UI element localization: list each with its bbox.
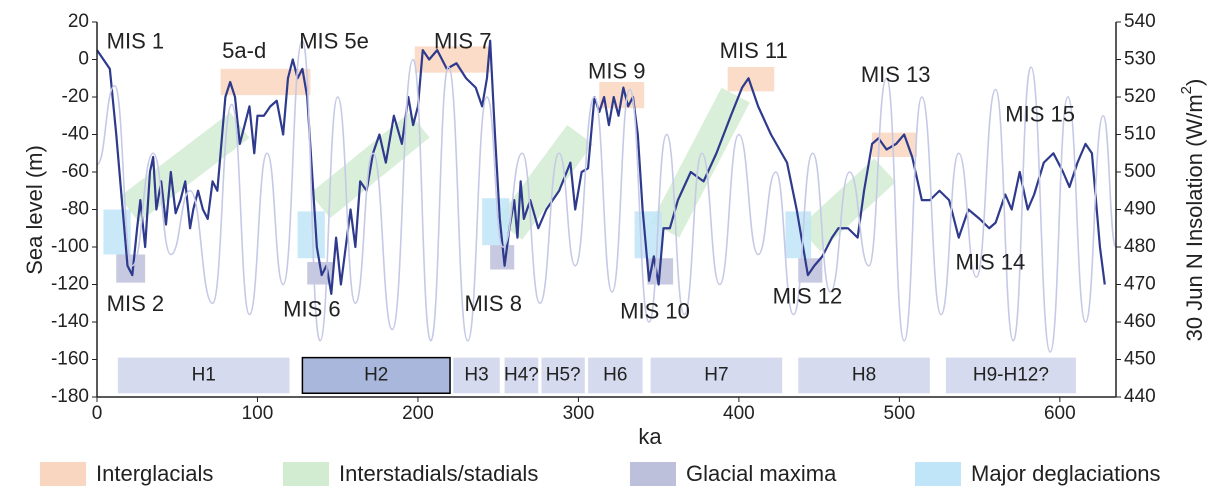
legend-swatch [915, 462, 961, 486]
legend-swatch [630, 462, 676, 486]
region-box [297, 211, 325, 259]
region-band [119, 112, 250, 223]
annotation: MIS 10 [620, 298, 690, 323]
x-tick-label: 600 [1044, 403, 1076, 424]
legend-label: Interglacials [96, 461, 213, 486]
annotation: MIS 6 [283, 297, 340, 322]
annotation: MIS 2 [107, 291, 164, 316]
annotation: MIS 15 [1005, 102, 1075, 127]
period-bar [588, 357, 643, 394]
y2-tick-label: 450 [1124, 349, 1156, 370]
x-tick-label: 300 [563, 403, 595, 424]
y-tick-label: -60 [62, 161, 89, 182]
y-axis-label: Sea level (m) [22, 145, 47, 275]
period-bar [798, 357, 930, 394]
region-box [482, 198, 510, 246]
annotation: MIS 5e [299, 28, 369, 53]
y2-tick-label: 470 [1124, 274, 1156, 295]
period-bar [650, 357, 783, 394]
y-tick-label: 0 [78, 49, 89, 70]
y2-tick-label: 460 [1124, 311, 1156, 332]
period-label: H8 [852, 364, 876, 385]
period-label: H6 [603, 364, 627, 385]
period-label: H2 [364, 364, 388, 385]
y-tick-label: -20 [62, 86, 89, 107]
x-tick-label: 200 [402, 403, 434, 424]
x-tick-label: 400 [723, 403, 755, 424]
legend-label: Major deglaciations [971, 461, 1161, 486]
y-tick-label: -40 [62, 124, 89, 145]
annotation: MIS 13 [861, 62, 931, 87]
annotation: MIS 1 [107, 28, 164, 53]
region-band [798, 158, 896, 252]
period-label: H5? [546, 364, 581, 385]
region-band [496, 124, 593, 240]
y2-tick-label: 510 [1124, 124, 1156, 145]
period-bar [541, 357, 585, 394]
y2-tick-label: 440 [1124, 386, 1156, 407]
y-tick-label: 20 [68, 11, 89, 32]
series-line [96, 39, 1117, 353]
x-axis-label: ka [638, 424, 662, 449]
y2-label-end: ) [1182, 79, 1207, 86]
period-bar [453, 357, 500, 394]
legend-label: Interstadials/stadials [339, 461, 538, 486]
annotation: MIS 9 [588, 58, 645, 83]
x-tick-label: 500 [884, 403, 916, 424]
y2-tick-label: 520 [1124, 86, 1156, 107]
y2-tick-label: 500 [1124, 161, 1156, 182]
annotation: 5a-d [222, 38, 266, 63]
legend-label: Glacial maxima [686, 461, 837, 486]
period-bar [945, 357, 1076, 394]
annotation: MIS 12 [773, 283, 843, 308]
y2-tick-label: 530 [1124, 49, 1156, 70]
y2-axis-label: 30 Jun N Insolation (W/m2) [1178, 79, 1207, 342]
annotation: MIS 7 [434, 28, 491, 53]
legend-swatch [40, 462, 86, 486]
y2-tick-label: 480 [1124, 236, 1156, 257]
region-band [650, 87, 750, 238]
period-label: H7 [704, 364, 728, 385]
x-tick-label: 0 [92, 403, 103, 424]
y-tick-label: -80 [62, 199, 89, 220]
region-box [414, 46, 491, 73]
y2-tick-label: 490 [1124, 199, 1156, 220]
y-tick-label: -140 [51, 311, 89, 332]
period-bar [504, 357, 539, 394]
y-tick-label: -160 [51, 349, 89, 370]
y2-label-sup: 2 [1178, 86, 1195, 94]
y2-tick-label: 540 [1124, 11, 1156, 32]
legend-swatch [283, 462, 329, 486]
annotation: MIS 11 [720, 38, 788, 63]
y2-label-text: 30 Jun N Insolation (W/m [1182, 94, 1207, 341]
period-label: H9-H12? [973, 364, 1049, 385]
annotation: MIS 8 [464, 291, 521, 316]
y-tick-label: -100 [51, 236, 89, 257]
annotation: MIS 14 [956, 250, 1026, 275]
period-bar [301, 356, 451, 394]
period-label: H4? [504, 364, 539, 385]
period-label: H3 [464, 364, 488, 385]
period-bar [117, 357, 290, 394]
y-tick-label: -180 [51, 386, 89, 407]
x-tick-label: 100 [242, 403, 274, 424]
period-label: H1 [192, 364, 216, 385]
region-box [116, 254, 146, 283]
y-tick-label: -120 [51, 274, 89, 295]
